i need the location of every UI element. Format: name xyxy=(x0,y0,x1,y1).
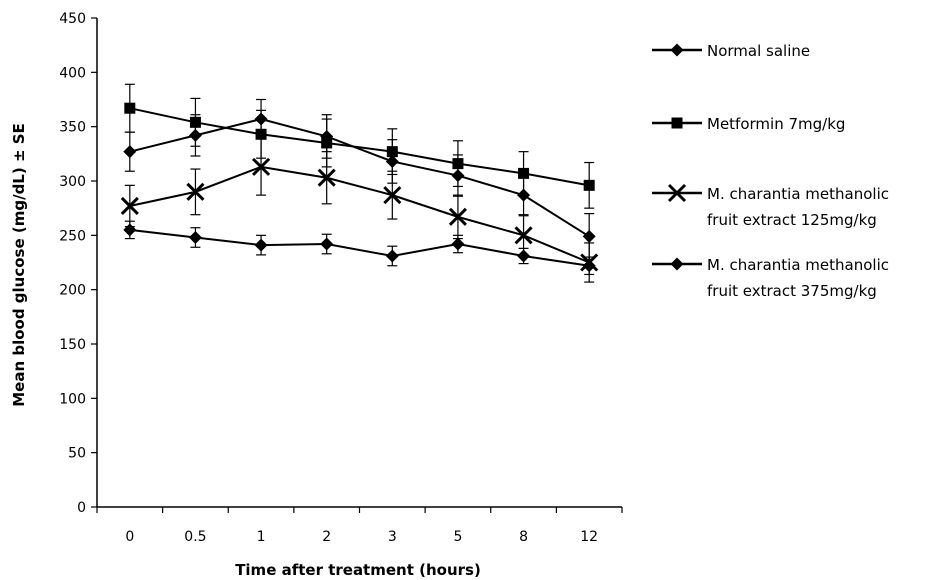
legend-marker xyxy=(671,117,683,129)
y-axis-title: Mean blood glucose (mg/dL) ± SE xyxy=(10,123,28,407)
data-point xyxy=(186,182,205,201)
data-point xyxy=(451,237,465,251)
x-marker-stroke xyxy=(667,183,687,203)
x-marker-stroke xyxy=(317,168,336,187)
legend: Normal saline Metformin 7mg/kg M. charanti… xyxy=(652,42,889,300)
data-point xyxy=(124,102,136,114)
y-tick-label: 450 xyxy=(59,11,86,27)
series-line xyxy=(129,107,590,187)
x-tick-label: 12 xyxy=(580,529,598,545)
legend-marker xyxy=(670,257,684,271)
data-point xyxy=(188,128,202,142)
data-point xyxy=(120,196,139,216)
series-3 xyxy=(120,138,599,283)
data-point xyxy=(320,129,334,143)
data-point xyxy=(317,168,336,187)
legend-item: M. charantia methanolic fruit extract 125… xyxy=(652,183,889,229)
y-tick-label: 250 xyxy=(59,228,86,244)
y-tick-label: 200 xyxy=(59,283,86,299)
data-point xyxy=(123,145,137,159)
y-tick-label: 50 xyxy=(68,446,86,462)
x-tick-label: 2 xyxy=(322,529,331,545)
data-point xyxy=(254,112,268,126)
x-marker-stroke xyxy=(383,186,402,205)
legend-label: Metformin 7mg/kg xyxy=(707,115,845,133)
series-line xyxy=(129,118,590,238)
data-point xyxy=(188,231,202,245)
data-point xyxy=(582,229,596,243)
data-point xyxy=(252,157,271,176)
legend-label: M. charantia methanolic xyxy=(707,256,889,274)
data-point xyxy=(583,179,595,191)
legend-marker xyxy=(670,43,684,57)
data-point xyxy=(580,253,599,272)
x-tick-label: 8 xyxy=(519,529,528,545)
data-point xyxy=(254,238,268,252)
series-4 xyxy=(123,98,596,260)
y-tick-label: 150 xyxy=(59,337,86,353)
data-point xyxy=(517,188,531,202)
data-point xyxy=(514,226,533,245)
x-tick-label: 0.5 xyxy=(184,529,206,545)
x-marker-stroke xyxy=(120,196,139,216)
data-point xyxy=(383,186,402,205)
series-1 xyxy=(123,220,596,276)
legend-label: fruit extract 375mg/kg xyxy=(707,282,877,300)
data-point xyxy=(320,237,334,251)
series-line xyxy=(129,228,590,267)
x-marker-stroke xyxy=(580,253,599,272)
data-point xyxy=(385,154,399,168)
y-tick-label: 0 xyxy=(77,500,86,516)
legend-item: Metformin 7mg/kg xyxy=(652,115,845,133)
x-marker-stroke xyxy=(186,182,205,201)
x-tick-label: 1 xyxy=(257,529,266,545)
x-tick-label: 5 xyxy=(453,529,462,545)
x-axis-title: Time after treatment (hours) xyxy=(235,561,481,579)
y-tick-label: 300 xyxy=(59,174,86,190)
data-point xyxy=(451,169,465,183)
y-tick-label: 400 xyxy=(59,65,86,81)
legend-label: fruit extract 125mg/kg xyxy=(707,211,877,229)
data-point xyxy=(518,167,530,179)
legend-label: Normal saline xyxy=(707,42,810,60)
legend-item: Normal saline xyxy=(652,42,810,60)
legend-item: M. charantia methanolic fruit extract 375… xyxy=(652,256,889,300)
data-point xyxy=(385,249,399,263)
series-line xyxy=(129,165,590,264)
x-tick-label: 3 xyxy=(388,529,397,545)
legend-label: M. charantia methanolic xyxy=(707,185,889,203)
data-point xyxy=(448,207,467,226)
legend-marker xyxy=(667,183,687,203)
x-marker-stroke xyxy=(448,207,467,226)
x-tick-label: 0 xyxy=(125,529,134,545)
y-tick-label: 100 xyxy=(59,391,86,407)
x-marker-stroke xyxy=(514,226,533,245)
x-marker-stroke xyxy=(252,157,271,176)
y-tick-label: 350 xyxy=(59,120,86,136)
